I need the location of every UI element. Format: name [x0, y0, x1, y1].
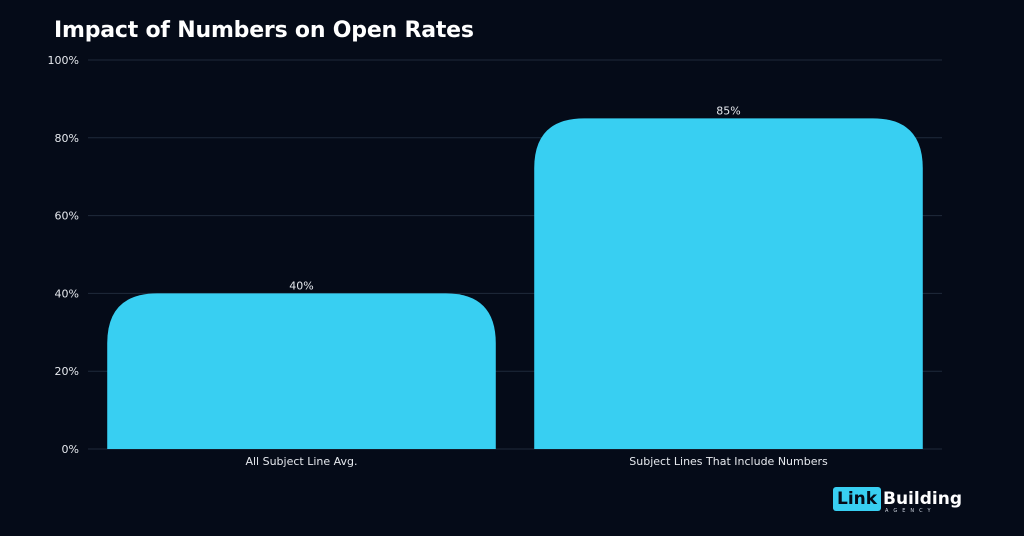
logo-box-text: Link	[833, 487, 882, 511]
data-label: 85%	[716, 104, 740, 117]
data-label: 40%	[289, 279, 313, 292]
logo-word-text: Building	[883, 489, 962, 509]
logo-sub-text: AGENCY	[885, 508, 936, 514]
y-tick-label: 100%	[48, 54, 79, 67]
bar	[107, 293, 496, 449]
bar	[534, 118, 923, 449]
y-tick-label: 80%	[55, 132, 79, 145]
y-tick-label: 0%	[62, 443, 79, 456]
y-tick-label: 40%	[55, 287, 79, 300]
brand-logo: Link Building AGENCY	[833, 487, 968, 517]
chart-title: Impact of Numbers on Open Rates	[54, 18, 474, 43]
x-tick-label: Subject Lines That Include Numbers	[629, 455, 828, 468]
x-tick-label: All Subject Line Avg.	[245, 455, 357, 468]
y-tick-label: 20%	[55, 365, 79, 378]
y-tick-label: 60%	[55, 210, 79, 223]
